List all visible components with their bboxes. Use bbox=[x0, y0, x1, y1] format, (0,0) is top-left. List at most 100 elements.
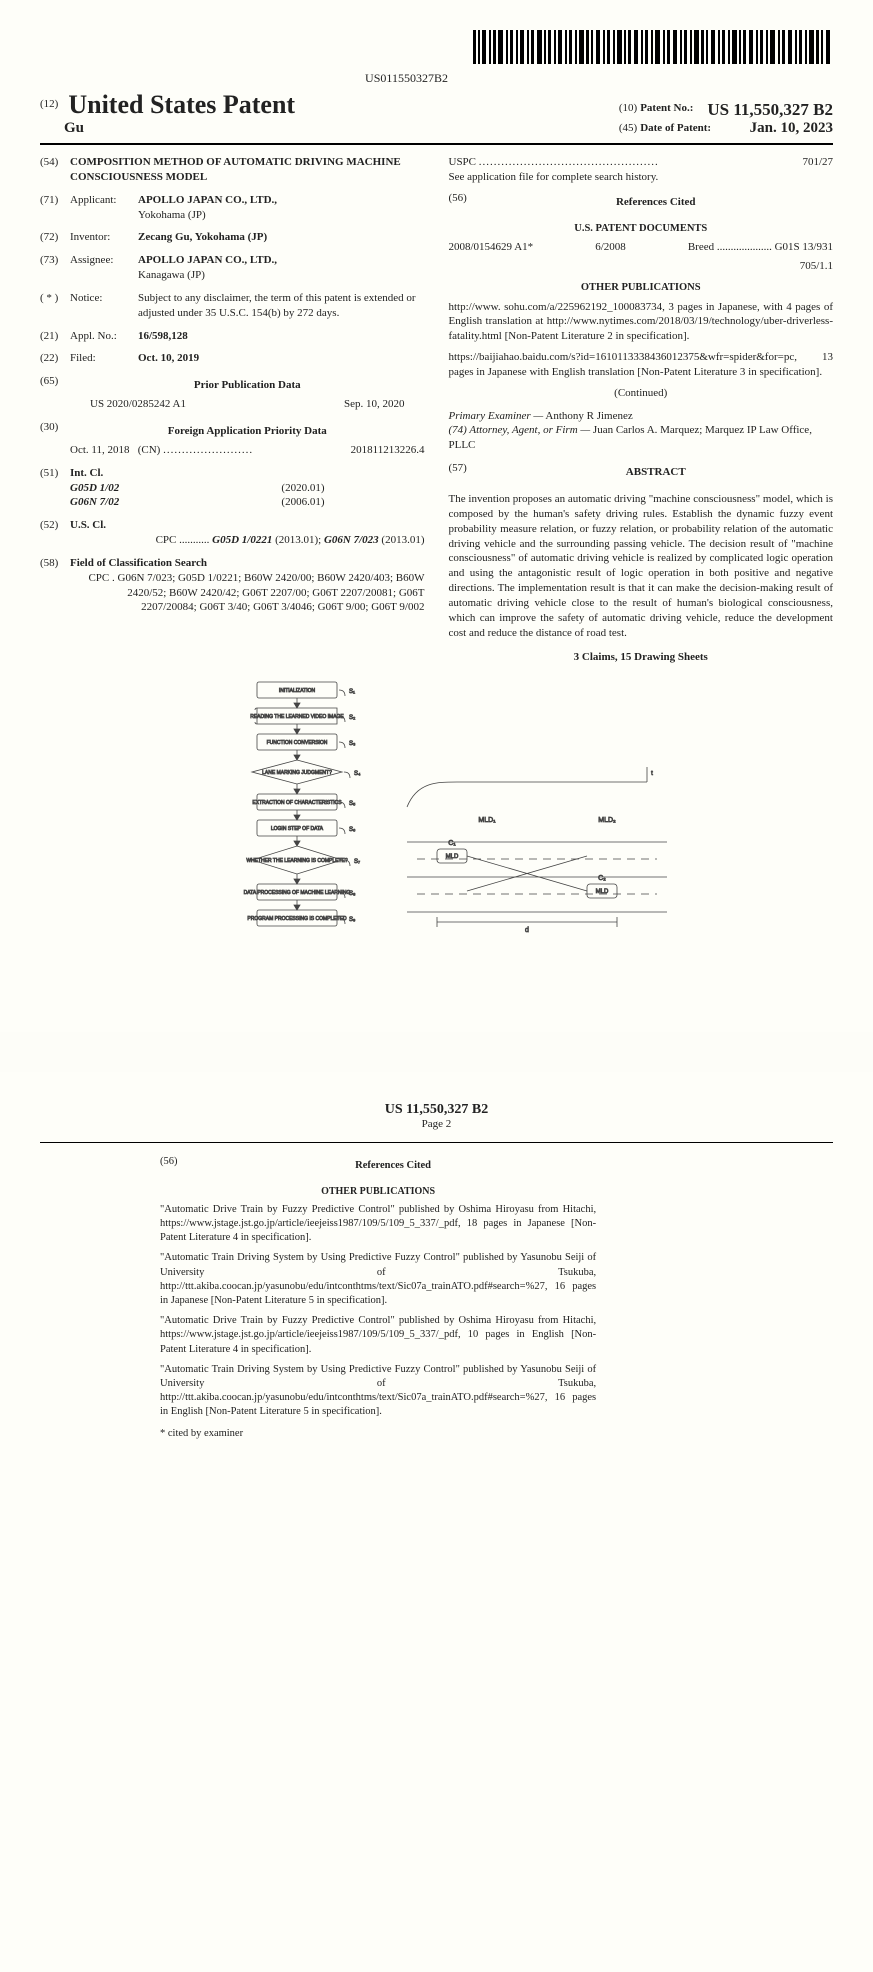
f71-code: (71) bbox=[40, 193, 70, 223]
svg-text:PROGRAM PROCESSING IS COMPLETE: PROGRAM PROCESSING IS COMPLETED bbox=[247, 916, 347, 922]
f56-code: (56) bbox=[449, 191, 479, 214]
us-docs-title: U.S. PATENT DOCUMENTS bbox=[449, 222, 834, 236]
p2-pub2: "Automatic Train Driving System by Using… bbox=[160, 1251, 596, 1308]
f52-code: (52) bbox=[40, 518, 70, 548]
f72-code: (72) bbox=[40, 230, 70, 245]
notice-label: Notice: bbox=[70, 291, 138, 321]
header-inventor: Gu bbox=[64, 120, 295, 137]
barcode-number: US011550327B2 bbox=[40, 71, 773, 86]
svg-text:C₂: C₂ bbox=[598, 875, 606, 882]
uspc-label: USPC bbox=[449, 156, 477, 168]
ref1-num: 2008/0154629 A1* bbox=[449, 240, 534, 255]
svg-text:S₆: S₆ bbox=[349, 827, 356, 833]
barcode-area: US011550327B2 bbox=[40, 30, 833, 86]
f56-title: References Cited bbox=[479, 195, 834, 210]
f72-body: Zecang Gu, Yokohama (JP) bbox=[138, 230, 425, 245]
f73-label: Assignee: bbox=[70, 253, 138, 283]
right-column: USPC 701/27 See application file for com… bbox=[449, 155, 834, 665]
left-column: (54) COMPOSITION METHOD OF AUTOMATIC DRI… bbox=[40, 155, 425, 665]
svg-text:MLD₁: MLD₁ bbox=[478, 817, 496, 824]
header-title: United States Patent bbox=[68, 90, 295, 119]
svg-text:EXTRACTION OF CHARACTERISTICS: EXTRACTION OF CHARACTERISTICS bbox=[252, 800, 342, 806]
uspc-note: See application file for complete search… bbox=[449, 170, 834, 185]
svg-text:S₂: S₂ bbox=[349, 715, 356, 721]
f51-label: Int. Cl. bbox=[70, 466, 425, 481]
f51-r1b: (2020.01) bbox=[281, 481, 324, 496]
examiner: Anthony R Jimenez bbox=[545, 410, 632, 422]
p2-pub1: "Automatic Drive Train by Fuzzy Predicti… bbox=[160, 1203, 596, 1246]
f57-title: ABSTRACT bbox=[479, 465, 834, 480]
f54-title: COMPOSITION METHOD OF AUTOMATIC DRIVING … bbox=[70, 155, 425, 185]
f71-loc: Yokohama (JP) bbox=[138, 209, 206, 221]
f73-body: APOLLO JAPAN CO., LTD., bbox=[138, 254, 277, 266]
svg-text:S₅: S₅ bbox=[349, 801, 356, 807]
f21-body: 16/598,128 bbox=[138, 329, 425, 344]
svg-text:S₉: S₉ bbox=[349, 917, 356, 923]
notice-body: Subject to any disclaimer, the term of t… bbox=[138, 291, 425, 321]
patent-no-label: Patent No.: bbox=[640, 102, 693, 114]
page-1: US011550327B2 (12) United States Patent … bbox=[0, 0, 873, 1032]
header-row: (12) United States Patent Gu (10) Patent… bbox=[40, 90, 833, 145]
f51-r1a: G05D 1/02 bbox=[70, 481, 119, 496]
f51-r2a: G06N 7/02 bbox=[70, 495, 119, 510]
uspc-val: 701/27 bbox=[802, 155, 833, 170]
f54-code: (54) bbox=[40, 155, 70, 185]
f65-title: Prior Publication Data bbox=[70, 378, 425, 393]
page2-header-page: Page 2 bbox=[40, 1118, 833, 1130]
f30-title: Foreign Application Priority Data bbox=[70, 424, 425, 439]
svg-text:FUNCTION CONVERSION: FUNCTION CONVERSION bbox=[266, 740, 327, 746]
ref1-name: Breed bbox=[688, 241, 714, 253]
svg-text:LOGIN STEP OF DATA: LOGIN STEP OF DATA bbox=[270, 826, 323, 832]
p2-pub4: "Automatic Train Driving System by Using… bbox=[160, 1363, 596, 1420]
barcode-icon bbox=[473, 30, 833, 64]
f71-body: APOLLO JAPAN CO., LTD., bbox=[138, 194, 277, 206]
svg-text:d: d bbox=[525, 927, 529, 934]
figure-area: INITIALIZATION READING THE LEARNED VIDEO… bbox=[40, 677, 833, 992]
f73-loc: Kanagawa (JP) bbox=[138, 269, 205, 281]
p2-f56-title: References Cited bbox=[190, 1159, 596, 1173]
header-prefix-code: (12) bbox=[40, 98, 58, 110]
ref1-sub: 705/1.1 bbox=[449, 259, 834, 274]
svg-text:INITIALIZATION: INITIALIZATION bbox=[278, 688, 315, 694]
p2-other-title: OTHER PUBLICATIONS bbox=[160, 1185, 596, 1199]
continued: (Continued) bbox=[449, 386, 834, 401]
f65-pub: US 2020/0285242 A1 bbox=[90, 397, 186, 412]
ref1-class: G01S 13/931 bbox=[775, 241, 833, 253]
f52-cpc: CPC ........... G05D 1/0221 (2013.01); G… bbox=[70, 533, 425, 548]
p2-cited: * cited by examiner bbox=[160, 1427, 596, 1441]
svg-text:S₄: S₄ bbox=[354, 771, 361, 777]
attorney-label: (74) Attorney, Agent, or Firm — bbox=[449, 424, 591, 436]
svg-text:t: t bbox=[651, 771, 653, 777]
f52-label: U.S. Cl. bbox=[70, 518, 425, 533]
patent-no-value: US 11,550,327 B2 bbox=[707, 100, 833, 120]
svg-text:S₇: S₇ bbox=[354, 859, 360, 865]
f22-body: Oct. 10, 2019 bbox=[138, 351, 425, 366]
f65-date: Sep. 10, 2020 bbox=[344, 397, 405, 412]
f21-code: (21) bbox=[40, 329, 70, 344]
flowchart-figure: INITIALIZATION READING THE LEARNED VIDEO… bbox=[177, 677, 697, 987]
p2-f56-code: (56) bbox=[160, 1155, 190, 1177]
date-code: (45) bbox=[619, 122, 637, 134]
f30-date: Oct. 11, 2018 bbox=[70, 444, 129, 456]
svg-text:S₁: S₁ bbox=[349, 689, 355, 695]
two-column-body: (54) COMPOSITION METHOD OF AUTOMATIC DRI… bbox=[40, 155, 833, 665]
f30-code: (30) bbox=[40, 420, 70, 458]
svg-text:MLD₂: MLD₂ bbox=[598, 817, 616, 824]
svg-text:MLD: MLD bbox=[445, 854, 458, 860]
svg-text:DATA PROCESSING OF MACHINE LEA: DATA PROCESSING OF MACHINE LEARNING bbox=[243, 890, 350, 896]
other-pubs-title: OTHER PUBLICATIONS bbox=[449, 281, 834, 295]
patent-no-code: (10) bbox=[619, 102, 637, 114]
page-2: US 11,550,327 B2 Page 2 (56) References … bbox=[0, 1072, 873, 1972]
f51-code: (51) bbox=[40, 466, 70, 511]
svg-text:S₃: S₃ bbox=[349, 741, 356, 747]
p2-pub3: "Automatic Drive Train by Fuzzy Predicti… bbox=[160, 1314, 596, 1357]
pub2: https://baijiahao.baidu.com/s?id=1610113… bbox=[449, 350, 834, 380]
f58-label: Field of Classification Search bbox=[70, 556, 425, 571]
f22-label: Filed: bbox=[70, 351, 138, 366]
date-value: Jan. 10, 2023 bbox=[750, 120, 833, 137]
date-label: Date of Patent: bbox=[640, 122, 711, 134]
f30-num: 201811213226.4 bbox=[351, 443, 425, 458]
abstract-text: The invention proposes an automatic driv… bbox=[449, 492, 834, 640]
claims-line: 3 Claims, 15 Drawing Sheets bbox=[449, 650, 834, 665]
page2-header-num: US 11,550,327 B2 bbox=[40, 1102, 833, 1118]
